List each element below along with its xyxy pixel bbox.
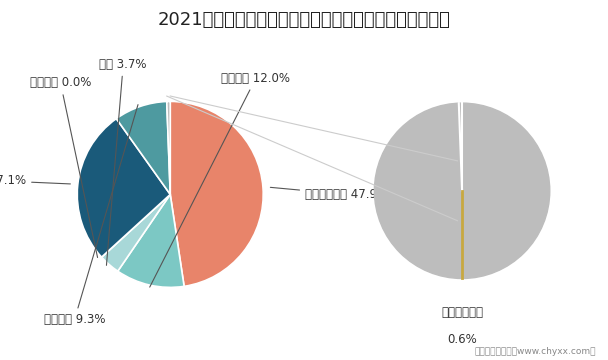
Text: 制图：智研咨询（www.chyxx.com）: 制图：智研咨询（www.chyxx.com）: [474, 347, 596, 356]
Wedge shape: [118, 194, 184, 287]
Wedge shape: [77, 119, 170, 257]
Wedge shape: [170, 102, 263, 286]
Text: 0.6%: 0.6%: [447, 333, 477, 346]
Wedge shape: [102, 194, 170, 257]
Text: 自筹资金 27.1%: 自筹资金 27.1%: [0, 174, 71, 187]
Text: 国内贷款 12.0%: 国内贷款 12.0%: [150, 72, 291, 287]
Wedge shape: [102, 194, 170, 271]
Circle shape: [375, 103, 550, 279]
Wedge shape: [116, 102, 170, 194]
Text: 中央预算资金: 中央预算资金: [441, 306, 483, 319]
Text: 国家预算资金 47.9%: 国家预算资金 47.9%: [271, 187, 388, 201]
Text: 债券 3.7%: 债券 3.7%: [100, 58, 147, 265]
Wedge shape: [167, 102, 170, 194]
Text: 2021年山西省市政设施实际到位资金来源占比情况统计图: 2021年山西省市政设施实际到位资金来源占比情况统计图: [157, 11, 451, 29]
Text: 其他资金 9.3%: 其他资金 9.3%: [44, 105, 138, 327]
Text: 利用外资 0.0%: 利用外资 0.0%: [30, 76, 97, 257]
